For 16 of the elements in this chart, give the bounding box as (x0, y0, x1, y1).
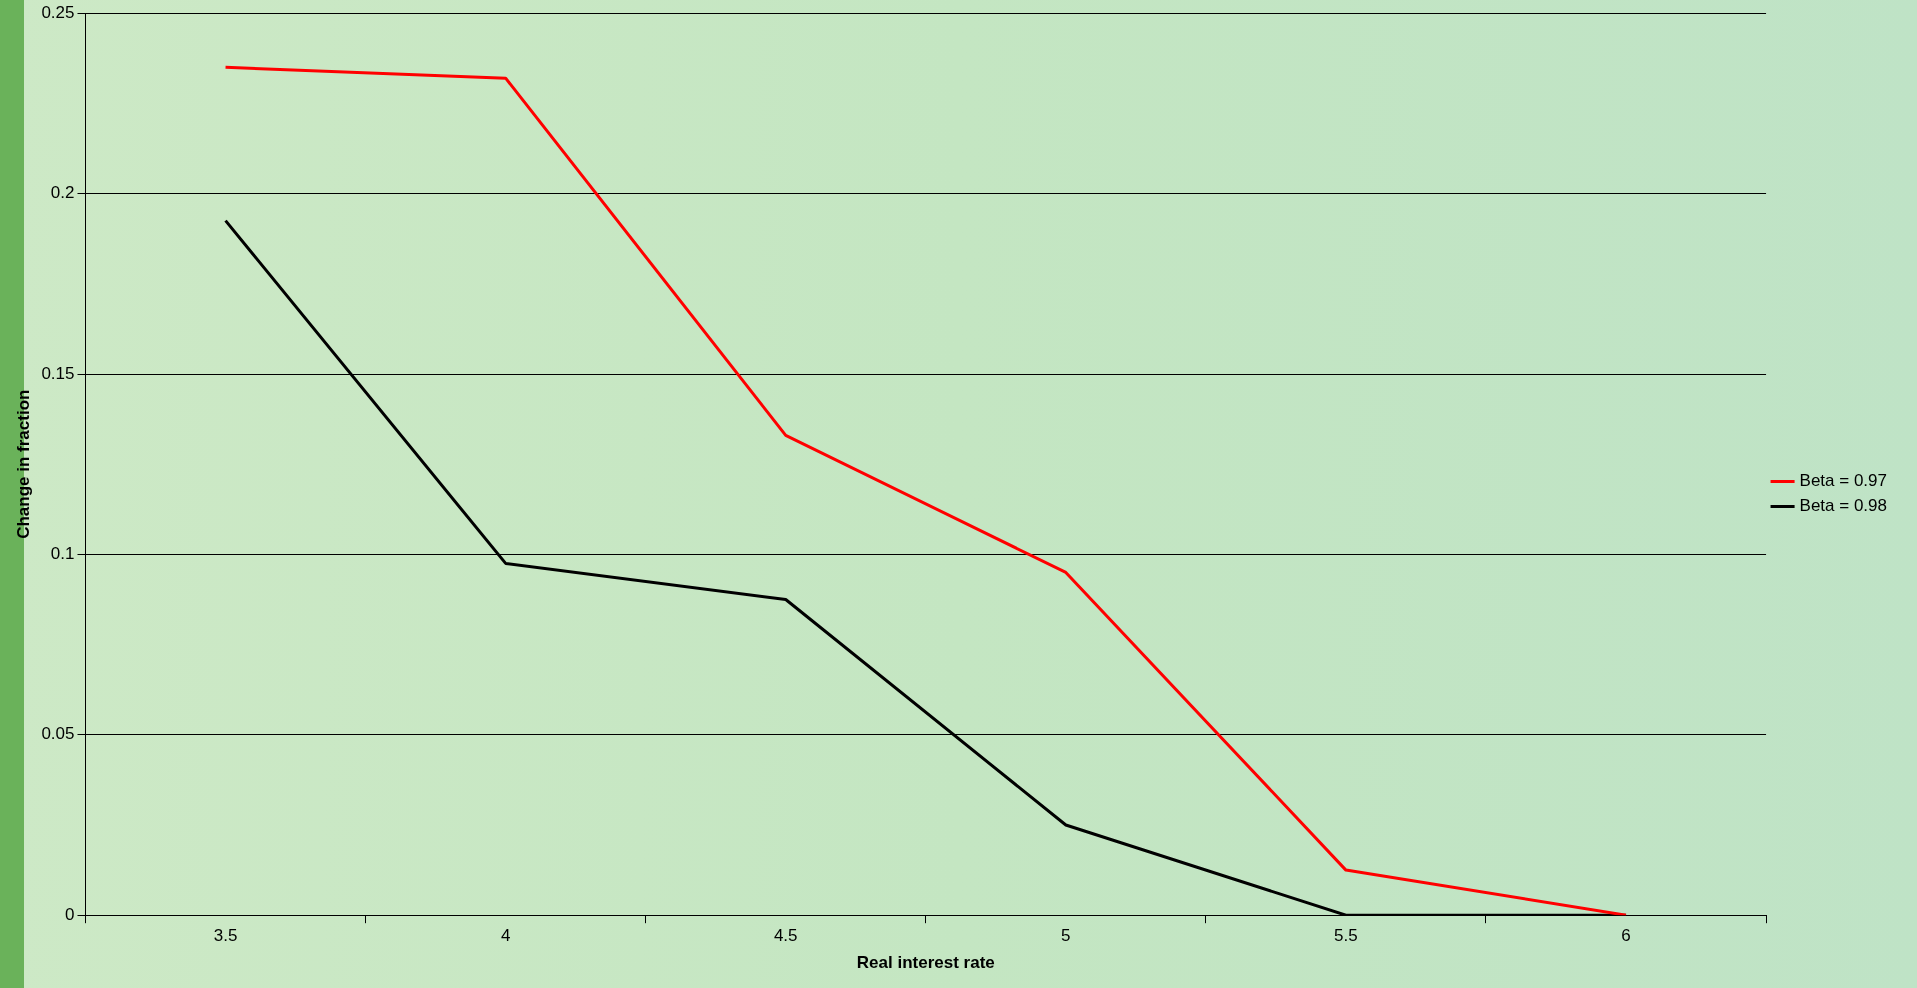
x-tick-label: 6 (1621, 926, 1631, 946)
y-tick-label: 0.05 (41, 724, 75, 744)
y-tick-label: 0.15 (41, 363, 75, 383)
x-tick-label: 5.5 (1334, 926, 1358, 946)
legend-label: Beta = 0.97 (1799, 471, 1888, 491)
y-tick-label: 0.2 (50, 183, 75, 203)
x-tick-label: 4.5 (773, 926, 798, 946)
y-axis-title: Change in fraction (13, 389, 33, 539)
x-axis-title: Real interest rate (856, 953, 995, 973)
y-tick-label: 0.25 (41, 2, 75, 22)
x-tick-label: 5 (1061, 926, 1071, 946)
x-tick-label: 4 (500, 926, 511, 946)
y-tick-label: 0 (65, 904, 75, 924)
x-tick-label: 3.5 (213, 926, 238, 946)
y-tick-label: 0.1 (50, 544, 75, 564)
legend-label: Beta = 0.98 (1799, 496, 1888, 516)
